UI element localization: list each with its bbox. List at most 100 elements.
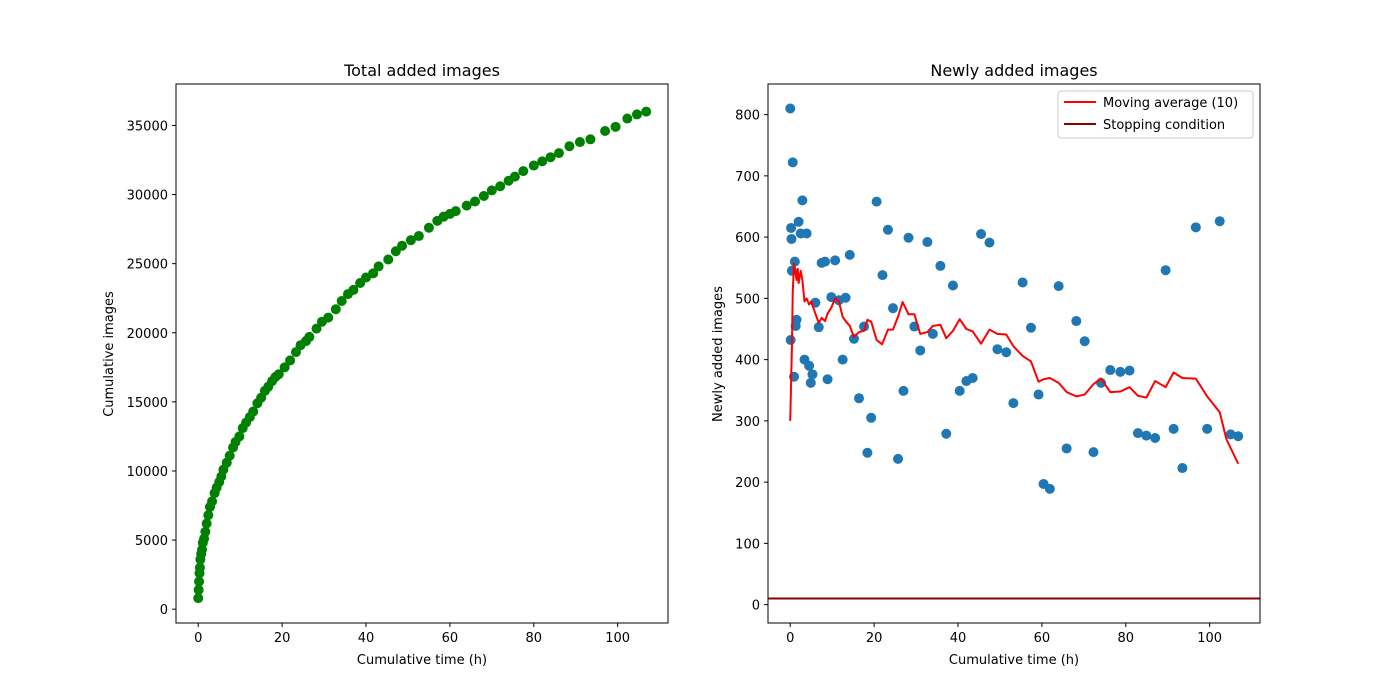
left-data-point	[486, 185, 497, 196]
right-data-point	[967, 373, 978, 383]
right-y-tick-label: 300	[735, 415, 760, 430]
right-data-point	[947, 280, 958, 291]
left-data-point	[631, 109, 642, 120]
left-y-tick-label: 10000	[127, 465, 168, 480]
left-data-point	[193, 593, 204, 604]
left-data-point	[285, 355, 296, 366]
right-data-point	[887, 303, 898, 314]
right-data-point	[1017, 277, 1028, 288]
left-data-point	[203, 510, 214, 521]
left-y-tick-label: 35000	[127, 119, 168, 134]
left-data-point	[450, 206, 461, 217]
left-data-point	[528, 160, 539, 171]
moving-average-line	[789, 262, 1240, 465]
left-data-point	[413, 231, 424, 242]
right-data-point	[1044, 483, 1055, 494]
left-plot-marks	[193, 106, 652, 604]
left-y-tick-label: 30000	[127, 189, 168, 204]
right-data-point	[791, 314, 802, 325]
right-y-tick-label: 700	[735, 170, 760, 185]
left-data-point	[224, 450, 235, 461]
right-data-point	[1190, 222, 1201, 233]
left-data-point	[193, 584, 204, 595]
left-data-point	[518, 166, 529, 177]
legend-label-moving-average: Moving average (10)	[1103, 96, 1238, 111]
right-y-tick-label: 500	[735, 292, 760, 307]
left-data-point	[461, 200, 472, 211]
right-y-tick-label: 200	[735, 476, 760, 491]
left-y-tick-label: 20000	[127, 327, 168, 342]
right-data-point	[830, 255, 841, 266]
left-data-point	[279, 362, 290, 373]
right-data-point	[1115, 366, 1126, 377]
left-y-tick-label: 15000	[127, 396, 168, 411]
right-data-point	[1124, 365, 1135, 376]
right-x-tick-label: 20	[866, 631, 883, 646]
left-data-point	[273, 369, 284, 380]
left-data-point	[622, 113, 633, 124]
left-y-tick-label: 0	[160, 603, 168, 618]
left-data-point	[248, 406, 259, 417]
left-axes-frame	[175, 83, 669, 624]
right-data-point	[992, 344, 1003, 355]
right-y-tick-label: 0	[752, 599, 760, 614]
right-data-point	[1088, 447, 1099, 458]
right-data-point	[1214, 216, 1225, 227]
right-data-point	[882, 224, 893, 235]
left-y-tick-label: 25000	[127, 258, 168, 273]
right-data-point	[922, 237, 933, 248]
right-data-point	[1132, 428, 1143, 439]
left-y-axis-label: Cumulative images	[102, 291, 117, 417]
right-y-tick-label: 100	[735, 537, 760, 552]
right-data-point	[984, 237, 995, 248]
right-x-tick-label: 100	[1197, 631, 1222, 646]
right-data-point	[820, 256, 831, 267]
right-chart-title: Newly added images	[930, 61, 1097, 80]
right-data-point	[941, 428, 952, 439]
left-data-point	[610, 121, 621, 132]
right-data-point	[1177, 463, 1188, 474]
right-data-point	[1079, 336, 1090, 347]
left-data-point	[564, 141, 575, 152]
left-data-point	[330, 304, 341, 315]
right-axis-ticks: 0 20 40 60 80 100 0 100 200 300 400 500 600 700 800	[735, 109, 1222, 646]
right-data-point	[954, 385, 965, 396]
right-data-point	[903, 232, 914, 243]
right-data-point	[786, 233, 797, 244]
left-data-point	[194, 562, 205, 573]
right-plot-marks	[768, 103, 1260, 600]
left-data-point	[600, 125, 611, 136]
left-x-tick-label: 100	[605, 631, 630, 646]
right-data-point	[854, 393, 865, 404]
right-data-point	[898, 385, 909, 396]
left-data-point	[201, 518, 212, 529]
right-data-point	[1225, 429, 1236, 440]
right-data-point	[785, 103, 796, 114]
right-data-point	[1008, 398, 1019, 409]
left-data-point	[373, 261, 384, 272]
right-y-tick-label: 400	[735, 354, 760, 369]
right-subplot: 0 20 40 60 80 100 0 100 200 300 400 500 600 700 800 Ne…	[711, 61, 1261, 668]
right-x-tick-label: 60	[1034, 631, 1051, 646]
right-data-point	[1025, 322, 1036, 333]
right-data-point	[1141, 430, 1152, 441]
right-y-tick-label: 800	[735, 109, 760, 124]
left-data-point	[311, 323, 322, 334]
left-x-tick-label: 80	[526, 631, 543, 646]
left-data-point	[423, 222, 434, 233]
right-y-axis-label: Newly added images	[711, 286, 726, 422]
right-data-point	[805, 377, 816, 388]
right-data-point	[844, 249, 855, 260]
left-axis-ticks: 0 20 40 60 80 100 0 5000 10000 15000 20000 25000 300…	[127, 119, 630, 646]
right-data-point	[804, 360, 815, 371]
right-data-point	[862, 447, 873, 458]
right-data-point	[813, 322, 824, 333]
legend-label-stopping-condition: Stopping condition	[1103, 118, 1225, 133]
left-x-tick-label: 40	[358, 631, 375, 646]
legend: Moving average (10) Stopping condition	[1057, 90, 1254, 139]
left-data-point	[323, 312, 334, 323]
left-data-point	[537, 156, 548, 167]
right-data-point	[871, 196, 882, 207]
left-data-point	[585, 134, 596, 145]
